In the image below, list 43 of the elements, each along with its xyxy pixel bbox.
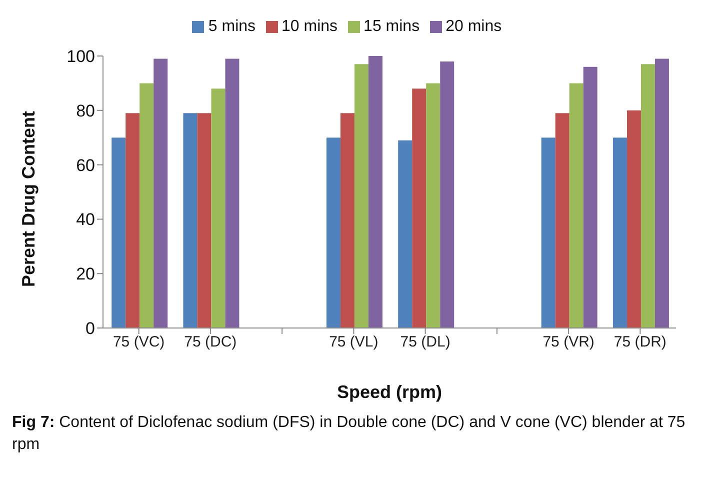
bar xyxy=(340,113,354,328)
x-tick-label: 75 (VC) xyxy=(112,334,165,351)
bar xyxy=(197,113,212,328)
bar xyxy=(569,83,584,328)
legend-label: 10 mins xyxy=(282,18,338,35)
bar xyxy=(225,58,240,328)
x-tick-label: 75 (VR) xyxy=(542,334,594,351)
y-tick-label: 60 xyxy=(76,156,95,175)
bar xyxy=(140,83,154,328)
bar xyxy=(412,88,426,328)
legend-label: 15 mins xyxy=(364,18,420,35)
bar xyxy=(368,56,382,328)
x-axis-title: Speed (rpm) xyxy=(336,382,442,402)
x-tick-label: 75 (DC) xyxy=(184,334,237,351)
bar xyxy=(112,138,126,328)
y-tick-label: 0 xyxy=(86,319,95,338)
bar xyxy=(126,113,140,328)
bar xyxy=(555,113,570,328)
y-tick-label: 80 xyxy=(76,101,95,120)
bar xyxy=(398,140,412,328)
bar xyxy=(640,64,655,328)
bar xyxy=(154,58,168,328)
bar xyxy=(612,138,627,328)
bar xyxy=(326,138,340,328)
x-tick-label: 75 (DR) xyxy=(614,334,666,351)
bar xyxy=(626,110,641,328)
bar xyxy=(183,113,198,328)
legend-label: 20 mins xyxy=(446,18,502,35)
bar xyxy=(211,88,226,328)
bar xyxy=(583,66,598,328)
x-tick-label: 75 (DL) xyxy=(400,334,450,351)
bar xyxy=(426,83,440,328)
bar xyxy=(541,138,556,328)
x-tick-label: 75 (VL) xyxy=(329,334,378,351)
legend-label: 5 mins xyxy=(208,18,256,35)
bar xyxy=(654,58,669,328)
y-axis-title: Perent Drug Content xyxy=(18,110,38,287)
bar xyxy=(440,61,454,328)
text: Fig 7: Content of Diclofenac sodium (DFS) in Double cone (DC) and V cone (VC) blender at 75 rpm xyxy=(12,414,686,453)
y-tick-label: 40 xyxy=(76,210,95,230)
bar xyxy=(354,64,368,328)
y-tick-label: 100 xyxy=(66,47,95,66)
y-tick-label: 20 xyxy=(76,264,95,284)
